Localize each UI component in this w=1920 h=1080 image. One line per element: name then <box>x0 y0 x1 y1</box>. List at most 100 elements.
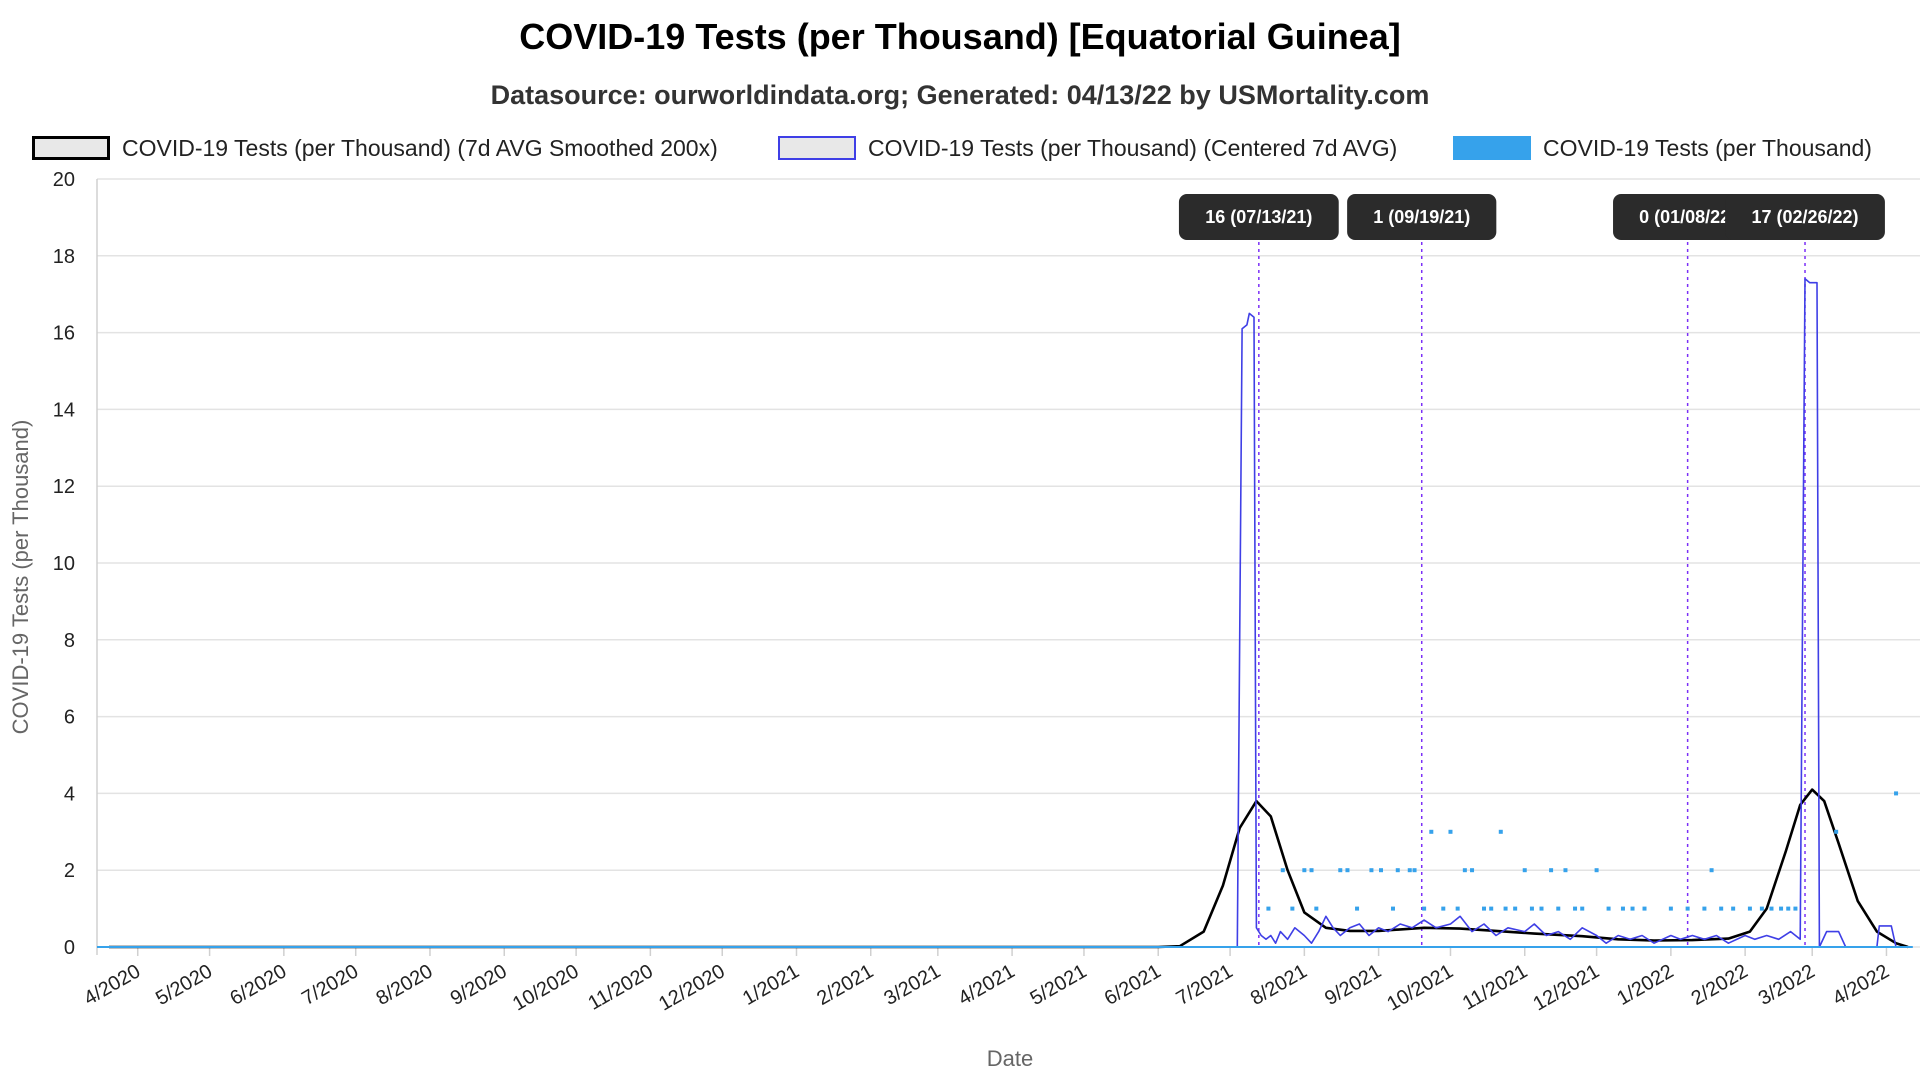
y-tick-label: 18 <box>53 246 75 268</box>
y-tick-label: 0 <box>64 937 75 959</box>
raw-data-point <box>1594 868 1599 873</box>
x-tick-label: 7/2020 <box>298 960 362 1010</box>
marker-tooltip-box <box>1347 194 1497 240</box>
raw-data-point <box>1549 868 1554 873</box>
marker-tooltips: 16 (07/13/21) 1 (09/19/21) 0 (01/08/22) 17 … <box>1178 194 1885 240</box>
raw-data-point <box>1503 906 1508 911</box>
raw-data-point <box>1470 868 1475 873</box>
raw-data-point <box>1290 906 1295 911</box>
raw-data-point <box>1462 868 1467 873</box>
raw-data-point <box>1620 906 1625 911</box>
series-layer <box>97 278 1913 949</box>
raw-data-point <box>1390 906 1395 911</box>
raw-data-point <box>1302 868 1307 873</box>
raw-data-point <box>1731 906 1736 911</box>
raw-data-point <box>1412 868 1417 873</box>
legend-label-centered: COVID-19 Tests (per Thousand) (Centered … <box>868 134 1398 161</box>
x-tick-label: 12/2021 <box>1529 960 1603 1015</box>
y-tick-label: 8 <box>64 630 75 652</box>
legend-item-raw[interactable]: COVID-19 Tests (per Thousand) <box>1453 133 1872 163</box>
raw-data-point <box>1702 906 1707 911</box>
raw-data-point <box>1379 868 1384 873</box>
legend-swatch-raw <box>1453 136 1531 160</box>
series-line-smoothed <box>109 788 1909 949</box>
marker-tooltip: 16 (07/13/21) <box>1178 194 1339 240</box>
raw-data-point <box>1580 906 1585 911</box>
raw-data-point <box>1395 868 1400 873</box>
raw-data-point <box>1482 906 1487 911</box>
x-tick-label: 2/2021 <box>813 960 877 1010</box>
marker-lines <box>1258 200 1806 947</box>
raw-data-point <box>1345 868 1350 873</box>
raw-data-point <box>1894 791 1899 796</box>
marker-tooltip-box <box>1178 194 1339 240</box>
y-tick-label: 10 <box>53 553 75 575</box>
raw-data-point <box>1606 906 1611 911</box>
x-tick-label: 7/2021 <box>1173 960 1237 1010</box>
chart-subtitle: Datasource: ourworldindata.org; Generate… <box>490 80 1430 110</box>
y-tick-label: 12 <box>53 476 75 498</box>
y-tick-label: 2 <box>64 860 75 882</box>
raw-data-point <box>1556 906 1561 911</box>
raw-data-point <box>1314 906 1319 911</box>
legend-item-centered[interactable]: COVID-19 Tests (per Thousand) (Centered … <box>778 133 1397 163</box>
marker-tooltip-label: 1 (09/19/21) <box>1373 207 1470 227</box>
marker-tooltip-box <box>1613 194 1763 240</box>
x-tick-label: 1/2021 <box>739 960 803 1010</box>
x-tick-label: 6/2021 <box>1101 960 1165 1010</box>
x-axis: 4/2020 5/2020 6/2020 7/2020 8/2020 9/202010/2… <box>80 947 1893 1015</box>
marker-tooltip-label: 16 (07/13/21) <box>1205 207 1312 227</box>
series-line-centered <box>109 278 1908 948</box>
raw-data-point <box>1786 906 1791 911</box>
raw-data-point <box>1769 906 1774 911</box>
x-tick-label: 11/2021 <box>1459 960 1531 1014</box>
marker-tooltip-box <box>1725 194 1885 240</box>
y-tick-label: 4 <box>64 783 75 805</box>
y-axis: 0 2 4 6 8 10 12 14 16 18 20 <box>53 169 98 959</box>
raw-data-point <box>1668 906 1673 911</box>
chart-title: COVID-19 Tests (per Thousand) [Equatoria… <box>519 16 1401 57</box>
x-tick-label: 4/2022 <box>1829 960 1893 1010</box>
x-tick-label: 11/2020 <box>585 960 657 1014</box>
x-axis-title: Date <box>987 1046 1033 1071</box>
x-tick-label: 9/2020 <box>447 960 511 1010</box>
raw-data-point <box>1489 906 1494 911</box>
raw-data-point <box>1455 906 1460 911</box>
raw-data-point <box>1429 829 1434 834</box>
x-tick-label: 3/2021 <box>880 960 944 1010</box>
x-tick-label: 9/2021 <box>1321 960 1385 1010</box>
x-tick-label: 2/2022 <box>1688 960 1752 1010</box>
marker-tooltip-label: 17 (02/26/22) <box>1751 207 1858 227</box>
raw-data-point <box>1563 868 1568 873</box>
x-tick-label: 8/2021 <box>1247 960 1311 1010</box>
y-tick-label: 16 <box>53 323 75 345</box>
grid <box>97 178 1920 948</box>
raw-data-point <box>1630 906 1635 911</box>
raw-data-point <box>1522 868 1527 873</box>
raw-data-point <box>1355 906 1360 911</box>
raw-data-point <box>1266 906 1271 911</box>
raw-data-point <box>1573 906 1578 911</box>
legend-item-smoothed[interactable]: COVID-19 Tests (per Thousand) (7d AVG Sm… <box>32 133 718 163</box>
raw-data-point <box>1280 868 1285 873</box>
legend-swatch-smoothed <box>32 136 110 160</box>
raw-data-point <box>1685 906 1690 911</box>
x-tick-label: 10/2020 <box>509 960 583 1015</box>
raw-data-point <box>1338 868 1343 873</box>
x-tick-label: 5/2020 <box>152 960 216 1010</box>
raw-data-point <box>1441 906 1446 911</box>
y-axis-title: COVID-19 Tests (per Thousand) <box>8 420 33 735</box>
marker-tooltip: 1 (09/19/21) <box>1347 194 1497 240</box>
legend-swatch-centered <box>778 136 856 160</box>
raw-data-point <box>1642 906 1647 911</box>
x-tick-label: 12/2020 <box>655 960 729 1015</box>
raw-data-point <box>1779 906 1784 911</box>
raw-data-point <box>1759 906 1764 911</box>
marker-tooltip: 17 (02/26/22) <box>1725 194 1885 240</box>
x-tick-label: 5/2021 <box>1026 960 1090 1010</box>
raw-data-point <box>1529 906 1534 911</box>
y-tick-label: 6 <box>64 707 75 729</box>
x-tick-label: 3/2022 <box>1755 960 1819 1010</box>
x-tick-label: 8/2020 <box>373 960 437 1010</box>
